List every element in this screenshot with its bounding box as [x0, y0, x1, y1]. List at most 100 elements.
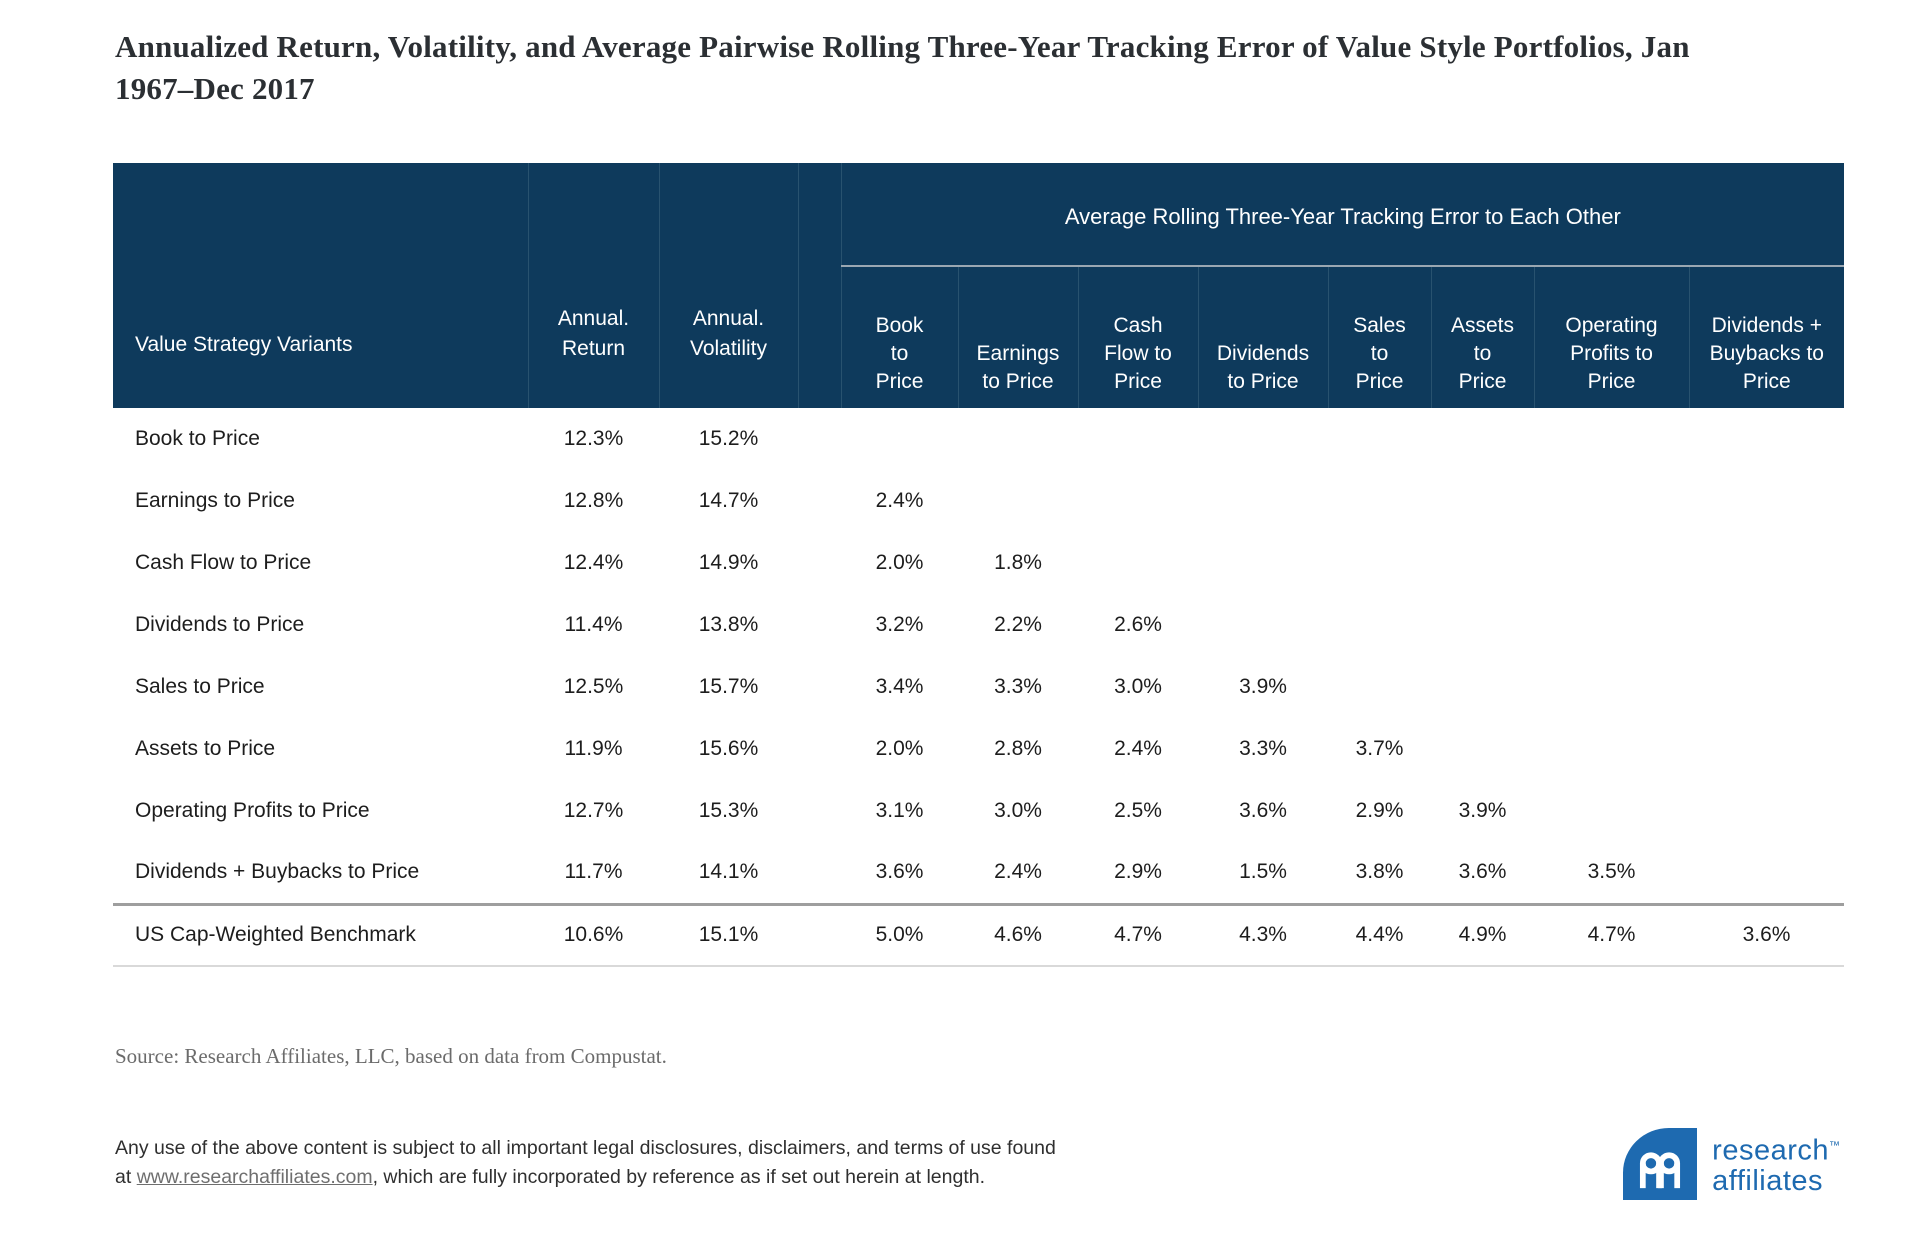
table-row-benchmark: US Cap-Weighted Benchmark 10.6% 15.1% 5.…	[113, 902, 1845, 967]
row-label: Sales to Price	[113, 656, 528, 718]
cell: 15.6%	[659, 718, 798, 780]
cell: 2.0%	[841, 532, 958, 594]
cell-spacer	[798, 780, 841, 842]
col-header-dividends-to-price: Dividends to Price	[1197, 266, 1328, 408]
table-row: Book to Price 12.3% 15.2%	[113, 408, 1845, 470]
cell	[1689, 408, 1845, 470]
cell	[1689, 842, 1845, 904]
cell	[1534, 470, 1689, 532]
table-row: Earnings to Price 12.8% 14.7% 2.4%	[113, 470, 1845, 532]
row-label: Cash Flow to Price	[113, 532, 528, 594]
cell	[1689, 780, 1845, 842]
cell-spacer	[798, 902, 841, 967]
col-header-earnings-to-price: Earnings to Price	[957, 266, 1078, 408]
cell: 4.4%	[1328, 902, 1431, 967]
header-group-row: Value Strategy Variants Annual. Return A…	[113, 163, 1845, 408]
cell: 3.1%	[841, 780, 958, 842]
row-label: Operating Profits to Price	[113, 780, 528, 842]
cell: 15.2%	[659, 408, 798, 470]
cell: 13.8%	[659, 594, 798, 656]
cell	[1198, 408, 1328, 470]
cell: 3.9%	[1431, 780, 1534, 842]
cell: 14.7%	[659, 470, 798, 532]
legal-disclaimer: Any use of the above content is subject …	[115, 1134, 1060, 1192]
cell: 14.1%	[659, 842, 798, 904]
cell	[1328, 532, 1431, 594]
col-header-operating-profits-to-price: Operating Profits to Price	[1533, 266, 1689, 408]
cell	[1534, 656, 1689, 718]
disclaimer-text-before-link: Any use of the above content is subject …	[115, 1137, 1056, 1188]
cell: 3.0%	[1078, 656, 1198, 718]
row-label: Book to Price	[113, 408, 528, 470]
cell	[1534, 594, 1689, 656]
table-row: Sales to Price 12.5% 15.7% 3.4% 3.3% 3.0…	[113, 656, 1845, 718]
cell	[1198, 532, 1328, 594]
cell	[1078, 532, 1198, 594]
ra-monogram-icon	[1623, 1128, 1698, 1200]
col-header-dividends-buybacks-to-price: Dividends + Buybacks to Price	[1688, 266, 1845, 408]
cell: 2.4%	[1078, 718, 1198, 780]
cell: 1.8%	[958, 532, 1078, 594]
cell-spacer	[798, 408, 841, 470]
cell	[1431, 532, 1534, 594]
group-header-tracking-error: Average Rolling Three-Year Tracking Erro…	[841, 163, 1845, 267]
cell: 2.6%	[1078, 594, 1198, 656]
cell: 12.5%	[528, 656, 659, 718]
cell-spacer	[798, 842, 841, 904]
cell: 4.7%	[1078, 902, 1198, 967]
row-label: Earnings to Price	[113, 470, 528, 532]
cell: 12.4%	[528, 532, 659, 594]
cell: 11.9%	[528, 718, 659, 780]
col-header-cash-flow-to-price: Cash Flow to Price	[1077, 266, 1198, 408]
row-label: US Cap-Weighted Benchmark	[113, 902, 528, 967]
cell	[841, 408, 958, 470]
cell: 2.4%	[958, 842, 1078, 904]
col-header-book-to-price: Book to Price	[841, 266, 958, 408]
research-affiliates-link[interactable]: www.researchaffiliates.com	[136, 1166, 373, 1188]
cell: 2.8%	[958, 718, 1078, 780]
cell	[1534, 780, 1689, 842]
cell: 3.5%	[1534, 842, 1689, 904]
cell-spacer	[798, 594, 841, 656]
table-row: Dividends + Buybacks to Price 11.7% 14.1…	[113, 842, 1845, 904]
research-affiliates-logo: research™ affiliates	[1623, 1128, 1840, 1200]
cell: 3.7%	[1328, 718, 1431, 780]
cell: 12.8%	[528, 470, 659, 532]
cell: 2.9%	[1078, 842, 1198, 904]
cell-spacer	[798, 470, 841, 532]
cell	[1431, 470, 1534, 532]
cell: 3.6%	[1689, 902, 1845, 967]
header-spacer-column	[797, 163, 842, 408]
cell: 12.7%	[528, 780, 659, 842]
cell	[1689, 594, 1845, 656]
cell-spacer	[798, 656, 841, 718]
cell	[1328, 594, 1431, 656]
cell: 3.8%	[1328, 842, 1431, 904]
row-label: Assets to Price	[113, 718, 528, 780]
cell: 4.3%	[1198, 902, 1328, 967]
cell: 4.7%	[1534, 902, 1689, 967]
cell	[1078, 408, 1198, 470]
cell	[1198, 470, 1328, 532]
cell: 2.9%	[1328, 780, 1431, 842]
cell-spacer	[798, 718, 841, 780]
table-row: Dividends to Price 11.4% 13.8% 3.2% 2.2%…	[113, 594, 1845, 656]
cell: 4.9%	[1431, 902, 1534, 967]
row-label: Dividends to Price	[113, 594, 528, 656]
col-header-annual-volatility: Annual. Volatility	[658, 163, 798, 408]
cell: 3.6%	[1431, 842, 1534, 904]
cell	[1689, 718, 1845, 780]
cell: 10.6%	[528, 902, 659, 967]
logo-wordmark-line2: affiliates	[1712, 1165, 1824, 1198]
cell: 3.3%	[1198, 718, 1328, 780]
cell	[1689, 532, 1845, 594]
cell: 4.6%	[958, 902, 1078, 967]
cell: 3.4%	[841, 656, 958, 718]
cell	[958, 408, 1078, 470]
cell: 11.7%	[528, 842, 659, 904]
cell: 3.0%	[958, 780, 1078, 842]
cell	[1534, 408, 1689, 470]
cell: 11.4%	[528, 594, 659, 656]
cell	[1078, 470, 1198, 532]
